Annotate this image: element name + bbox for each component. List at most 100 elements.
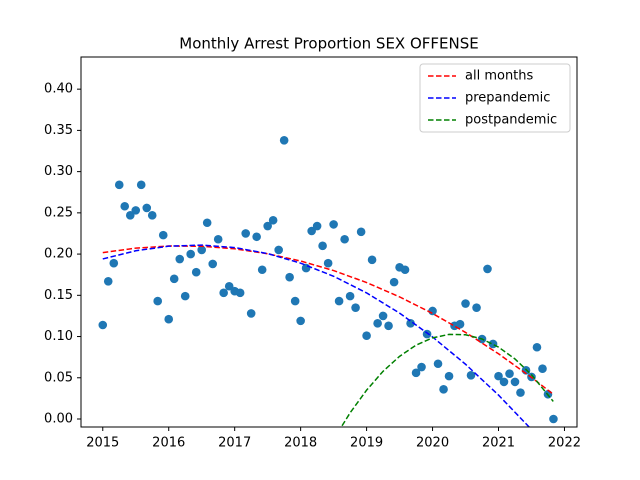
point	[340, 234, 349, 244]
point	[246, 309, 256, 318]
point	[411, 368, 421, 378]
point	[373, 319, 382, 328]
point	[367, 255, 377, 265]
point	[274, 245, 283, 255]
legend-label: all months	[465, 69, 534, 84]
point	[142, 203, 152, 213]
point	[301, 263, 311, 273]
point	[241, 229, 250, 238]
x-tick-label: 2016	[152, 436, 185, 451]
point	[472, 303, 481, 312]
y-tick-label: 0.30	[44, 164, 73, 179]
point	[158, 230, 168, 240]
y-tick-label: 0.10	[44, 329, 73, 344]
plot-area	[98, 135, 558, 427]
point	[389, 277, 399, 287]
point	[538, 364, 547, 374]
point	[406, 319, 415, 328]
point	[505, 369, 514, 378]
point	[334, 296, 344, 306]
point	[279, 135, 289, 145]
point	[461, 299, 470, 308]
point	[153, 296, 163, 306]
point	[136, 180, 146, 190]
point	[98, 320, 108, 330]
point	[180, 291, 190, 301]
point	[235, 288, 245, 298]
point	[219, 288, 228, 298]
point	[351, 303, 360, 312]
point	[131, 206, 141, 215]
fit-line	[102, 245, 554, 395]
point	[208, 259, 218, 269]
point	[466, 370, 476, 380]
x-tick-label: 2019	[350, 436, 383, 451]
point	[532, 342, 542, 352]
x-tick-label: 2022	[548, 436, 581, 451]
point	[499, 377, 509, 387]
point	[439, 385, 448, 394]
point	[257, 265, 267, 275]
point	[356, 227, 366, 237]
chart-title: Monthly Arrest Proportion SEX OFFENSE	[179, 35, 479, 53]
point	[428, 306, 437, 316]
y-tick-label: 0.00	[44, 412, 73, 427]
point	[186, 249, 195, 259]
y-tick-label: 0.35	[44, 123, 73, 138]
point	[384, 321, 393, 331]
point	[345, 291, 355, 301]
point	[103, 276, 113, 286]
x-tick-label: 2020	[416, 436, 449, 451]
legend-label: prepandemic	[465, 91, 550, 106]
point	[312, 221, 322, 231]
y-tick-label: 0.40	[44, 82, 73, 97]
point	[483, 264, 492, 274]
point	[417, 362, 426, 372]
legend-box	[419, 63, 571, 133]
point	[307, 226, 316, 236]
fit-line	[102, 244, 531, 427]
point	[109, 258, 119, 268]
point	[329, 220, 338, 229]
y-tick-label: 0.05	[44, 370, 73, 385]
point	[510, 377, 520, 387]
legend: all months prepandemic postpandemic	[419, 63, 571, 133]
point	[549, 414, 558, 424]
point	[516, 388, 525, 397]
point	[290, 296, 300, 306]
axes-frame	[80, 56, 578, 428]
legend-label: postpandemic	[465, 113, 557, 128]
x-tick-label: 2018	[284, 436, 317, 451]
point	[191, 267, 201, 277]
point	[455, 319, 465, 329]
y-tick-label: 0.15	[44, 288, 73, 303]
x-tick-label: 2021	[482, 436, 515, 451]
point	[125, 211, 135, 220]
x-tick-label: 2015	[86, 436, 119, 451]
point	[296, 316, 305, 326]
point	[147, 211, 157, 220]
point	[213, 234, 223, 244]
fit-line	[340, 333, 554, 427]
point	[318, 241, 327, 251]
point	[444, 371, 454, 381]
point	[175, 254, 185, 264]
point	[252, 232, 261, 242]
point	[197, 245, 207, 255]
point	[114, 180, 124, 190]
point	[164, 314, 174, 324]
y-tick-label: 0.20	[44, 247, 73, 262]
point	[263, 221, 272, 231]
point	[285, 272, 294, 282]
point	[169, 274, 179, 284]
y-tick-label: 0.25	[44, 205, 73, 220]
point	[224, 281, 234, 291]
point	[422, 329, 432, 339]
point	[378, 311, 388, 321]
point	[494, 371, 503, 381]
point	[362, 331, 371, 341]
point	[268, 215, 278, 225]
point	[202, 218, 212, 228]
point	[433, 359, 443, 369]
